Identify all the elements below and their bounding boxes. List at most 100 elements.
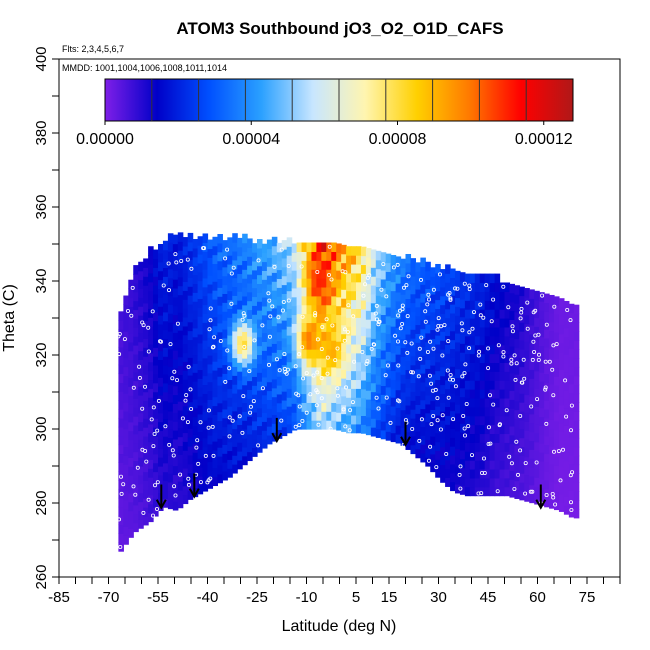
field-cell <box>237 424 243 434</box>
field-cell <box>420 275 426 285</box>
field-cell <box>133 291 139 302</box>
field-cell <box>519 419 525 430</box>
field-cell <box>430 302 436 313</box>
track-point <box>563 378 568 383</box>
field-cell <box>217 447 223 457</box>
field-cell <box>158 439 164 449</box>
field-cell <box>182 254 189 265</box>
field-cell <box>568 463 575 474</box>
field-cell <box>158 288 164 298</box>
y-tick-label: 280 <box>33 490 50 515</box>
field-cell <box>494 424 501 435</box>
track-point <box>519 310 524 315</box>
field-cell <box>331 349 337 359</box>
track-point <box>388 420 393 425</box>
field-cell <box>539 469 545 480</box>
field-cell <box>232 295 238 305</box>
field-cell <box>415 262 421 272</box>
field-cell <box>425 270 431 281</box>
field-cell <box>227 397 233 407</box>
field-cell <box>469 273 476 284</box>
field-cell <box>148 450 154 460</box>
track-point <box>293 364 298 369</box>
field-cell <box>217 349 223 359</box>
field-cell <box>504 486 511 497</box>
field-cell <box>435 281 441 292</box>
field-cell <box>306 269 313 279</box>
field-cell <box>459 458 466 469</box>
field-cell <box>568 392 575 403</box>
field-cell <box>331 384 337 395</box>
field-cell <box>192 372 199 382</box>
field-cell <box>346 370 352 381</box>
field-cell <box>415 315 421 326</box>
field-cell <box>549 499 555 509</box>
field-cell <box>558 493 565 504</box>
field-cell <box>316 366 322 377</box>
field-cell <box>380 358 387 369</box>
field-cell <box>148 317 154 327</box>
track-point <box>168 342 173 347</box>
field-cell <box>192 389 199 400</box>
field-cell <box>167 304 174 314</box>
field-cell <box>123 313 129 323</box>
track-point <box>210 424 215 429</box>
field-cell <box>544 426 550 437</box>
field-cell <box>133 273 139 284</box>
field-cell <box>217 420 223 430</box>
field-cell <box>212 254 218 265</box>
field-cell <box>222 302 228 312</box>
field-cell <box>568 508 575 518</box>
track-point <box>544 492 549 497</box>
field-cell <box>450 454 456 465</box>
field-cell <box>133 451 139 462</box>
field-cell <box>202 455 209 465</box>
field-cell <box>162 391 169 402</box>
field-cell <box>549 410 555 420</box>
field-cell <box>341 298 347 308</box>
field-cell <box>158 394 164 405</box>
track-point <box>395 339 400 344</box>
field-cell <box>286 379 293 389</box>
field-cell <box>534 344 540 354</box>
field-cell <box>301 375 308 386</box>
field-cell <box>440 340 446 350</box>
field-cell <box>207 434 214 445</box>
field-cell <box>554 456 560 466</box>
track-point <box>248 410 253 415</box>
field-cell <box>524 456 530 467</box>
field-cell <box>247 327 253 337</box>
track-point <box>486 425 491 430</box>
track-point <box>277 368 282 373</box>
field-cell <box>148 397 154 407</box>
field-cell <box>276 340 283 351</box>
field-cell <box>365 354 372 365</box>
field-cell <box>489 353 496 363</box>
track-point <box>507 454 512 459</box>
field-cell <box>430 267 436 277</box>
field-cell <box>271 307 278 318</box>
field-cell <box>563 389 570 400</box>
track-point <box>206 425 211 430</box>
field-cell <box>202 286 209 297</box>
field-cell <box>410 346 416 357</box>
field-cell <box>554 482 560 493</box>
track-point <box>129 313 134 318</box>
track-point <box>230 418 235 423</box>
field-cell <box>484 353 491 363</box>
field-cell <box>459 316 466 327</box>
field-cell <box>271 298 278 309</box>
field-cell <box>296 269 303 279</box>
field-cell <box>385 280 392 290</box>
field-cell <box>445 264 451 274</box>
field-cell <box>187 339 194 349</box>
field-cell <box>192 301 199 311</box>
field-cell <box>286 414 293 425</box>
field-cell <box>385 298 392 308</box>
field-cell <box>459 298 466 309</box>
field-cell <box>143 453 149 464</box>
field-cell <box>474 318 481 328</box>
field-cell <box>390 334 397 345</box>
field-cell <box>217 464 223 475</box>
field-cell <box>123 384 129 394</box>
